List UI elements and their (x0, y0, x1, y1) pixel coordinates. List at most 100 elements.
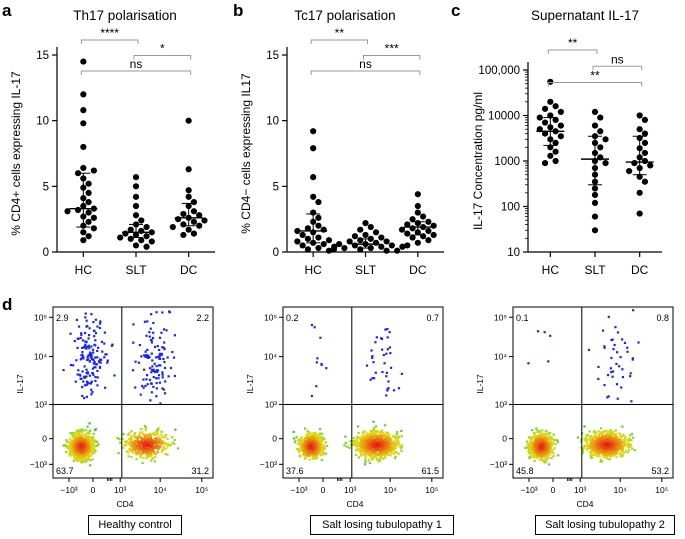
event-dot (388, 434, 391, 437)
event-dot (626, 451, 629, 454)
event-dot (75, 438, 79, 441)
y-tick-label: 10⁴ (494, 352, 507, 362)
event-dot (122, 433, 125, 436)
event-dot (312, 439, 315, 443)
event-dot (581, 452, 584, 455)
event-dot (376, 443, 379, 446)
event-dot (299, 448, 302, 451)
x-tick-label: −10³ (60, 485, 77, 495)
event-dot (77, 429, 80, 432)
data-point (597, 128, 604, 135)
event-dot (321, 449, 324, 452)
event-dot (91, 451, 95, 454)
event-dot (629, 372, 632, 375)
event-dot (613, 444, 617, 447)
event-dot (365, 448, 368, 452)
event-dot (624, 442, 627, 445)
event-dot (308, 448, 311, 451)
event-dot (152, 431, 155, 434)
event-dot (141, 461, 144, 465)
event-dot (85, 437, 88, 440)
event-dot (315, 451, 318, 454)
event-dot (142, 456, 145, 460)
y-tick-label: 10 (507, 247, 520, 259)
event-dot (592, 448, 596, 451)
event-dot (547, 450, 550, 453)
event-dot (135, 457, 138, 461)
event-dot (375, 336, 378, 339)
event-dot (539, 452, 542, 455)
event-dot (91, 448, 94, 451)
event-dot (98, 365, 102, 368)
event-dot (543, 453, 546, 456)
event-dot (74, 380, 77, 383)
event-dot (369, 437, 372, 440)
event-dot (73, 436, 76, 439)
event-dot (84, 439, 87, 442)
event-dot (91, 372, 94, 375)
event-dot (305, 437, 308, 440)
event-dot (379, 451, 382, 455)
event-dot (156, 370, 159, 374)
event-dot (386, 435, 390, 438)
event-dot (591, 444, 595, 447)
event-dot (385, 436, 388, 440)
event-dot (598, 446, 601, 449)
event-dot (82, 459, 86, 462)
event-dot (141, 442, 144, 445)
data-point (351, 233, 359, 240)
event-dot (81, 350, 84, 354)
event-dot (586, 448, 589, 451)
event-dot (588, 450, 592, 454)
event-dot (147, 446, 150, 449)
event-dot (393, 450, 396, 453)
event-dot (162, 446, 165, 449)
event-dot (166, 356, 169, 359)
event-dot (152, 452, 156, 455)
event-dot (75, 430, 78, 433)
event-dot (602, 449, 605, 452)
event-dot (139, 442, 142, 445)
event-dot (370, 445, 373, 448)
event-dot (94, 332, 98, 335)
event-dot (595, 452, 598, 455)
event-dot (529, 455, 533, 458)
event-dot (135, 447, 138, 450)
event-dot (612, 446, 615, 449)
data-point (299, 242, 306, 249)
event-dot (306, 429, 309, 433)
event-dot (151, 336, 155, 340)
event-dot (529, 456, 532, 460)
event-dot (313, 443, 316, 447)
event-dot (314, 431, 317, 434)
event-dot (302, 454, 305, 457)
event-dot (83, 441, 86, 444)
event-dot (349, 443, 353, 447)
event-dot (529, 444, 532, 447)
event-dot (545, 458, 548, 461)
data-point (117, 234, 124, 241)
event-dot (150, 352, 153, 355)
event-dot (608, 438, 611, 441)
event-dot (352, 436, 355, 440)
event-dot (364, 460, 367, 464)
event-dot (155, 430, 159, 433)
event-dot (385, 371, 388, 374)
event-dot (88, 382, 91, 385)
event-dot (77, 433, 80, 437)
event-dot (139, 451, 142, 455)
event-dot (146, 442, 149, 445)
event-dot (319, 442, 322, 445)
event-dot (611, 375, 614, 378)
data-point (591, 122, 599, 129)
event-dot (310, 445, 313, 448)
event-dot (305, 450, 308, 454)
data-point (636, 173, 643, 180)
event-dot (318, 435, 322, 438)
event-dot (137, 361, 141, 364)
event-dot (374, 341, 377, 344)
event-dot (148, 441, 152, 444)
event-dot (541, 456, 544, 459)
event-dot (314, 433, 317, 436)
event-dot (161, 435, 164, 438)
